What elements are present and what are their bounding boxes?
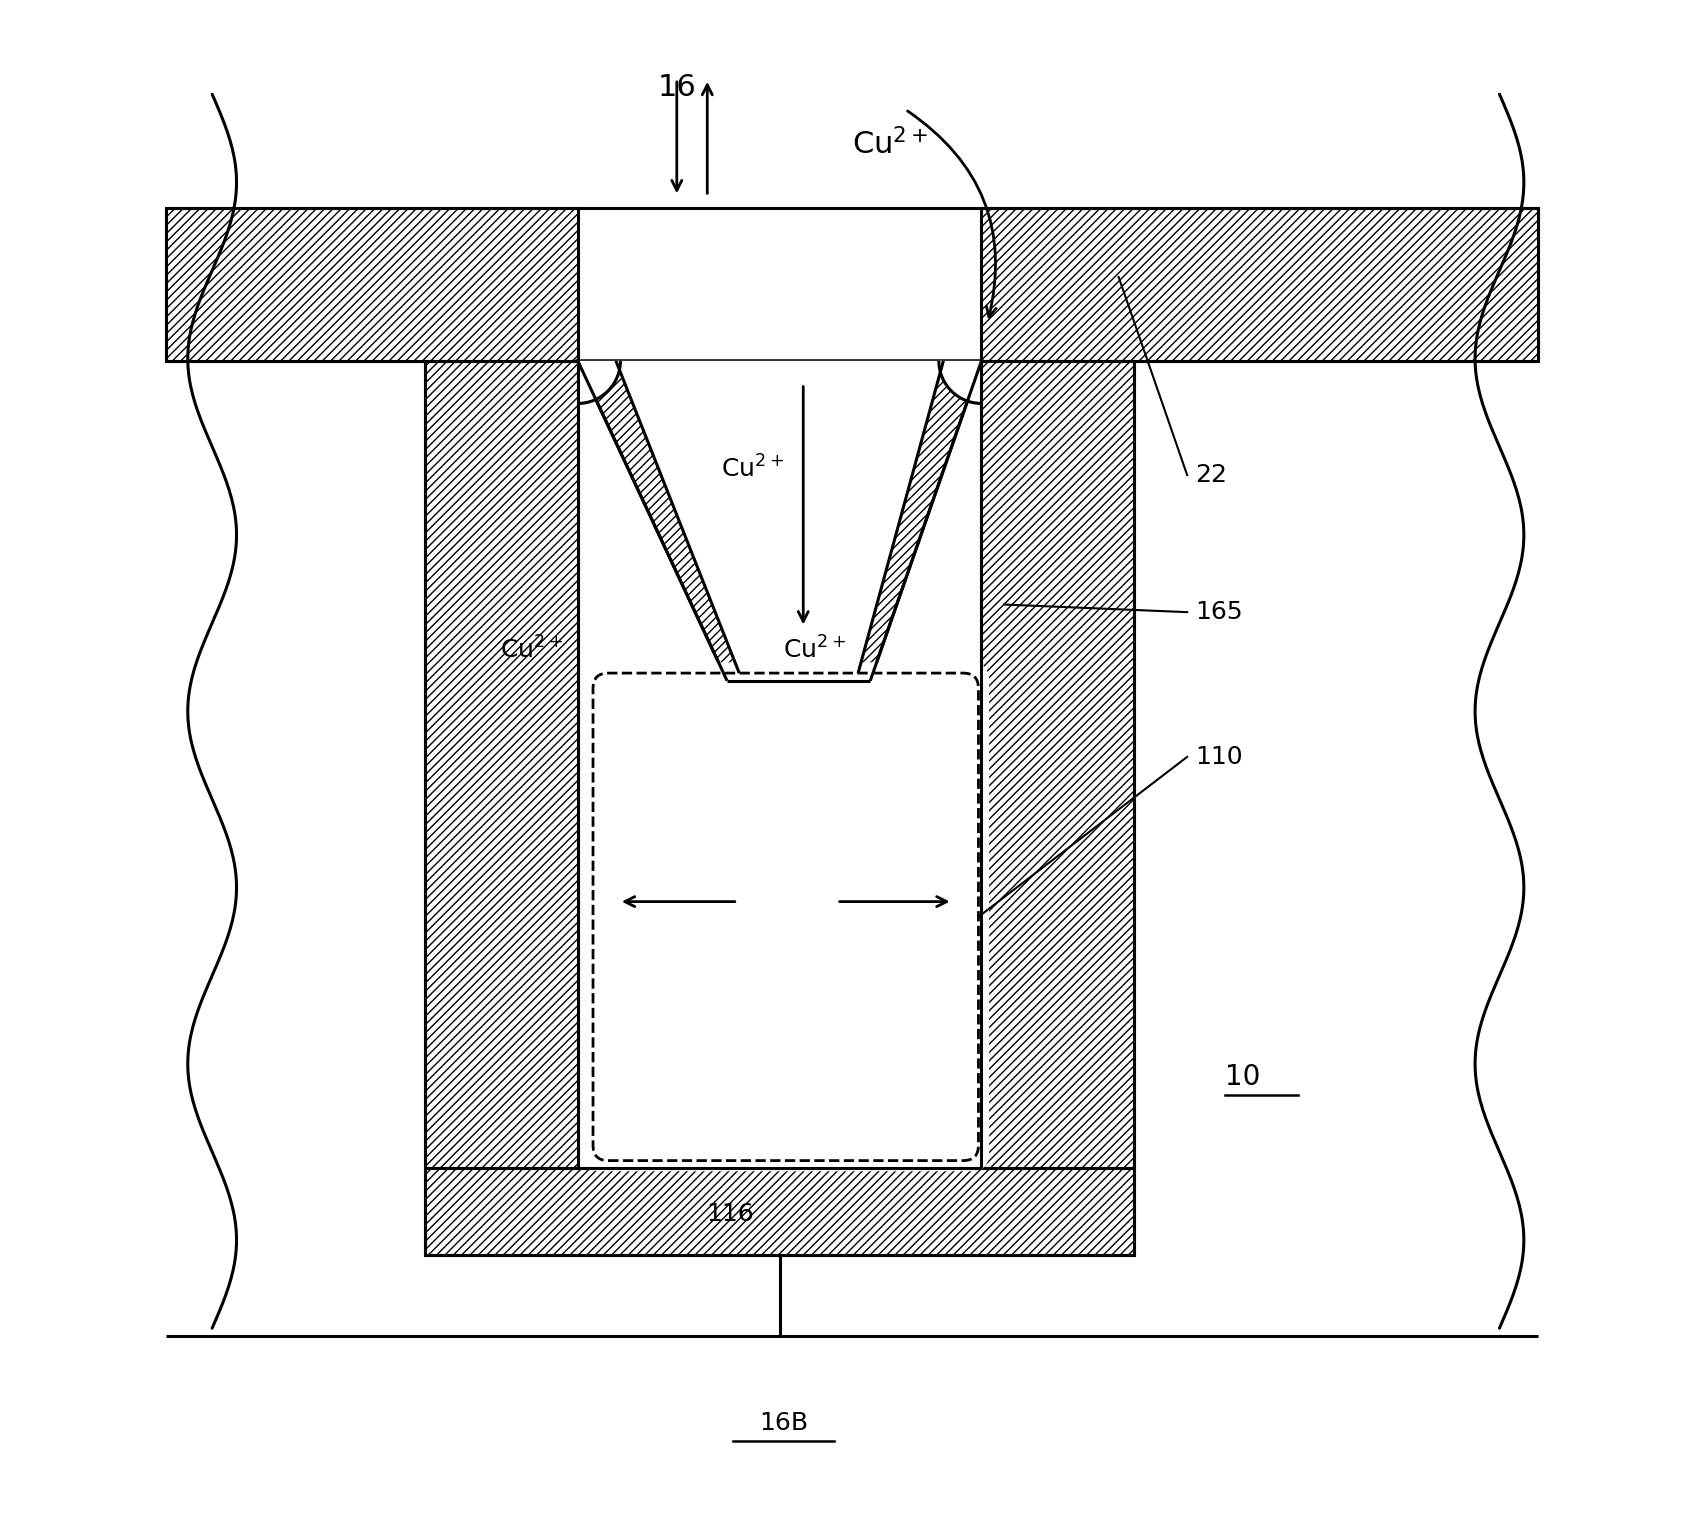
Text: 10: 10 [1225, 1063, 1261, 1090]
Text: 116: 116 [705, 1202, 753, 1226]
Text: Cu$^{2+}$: Cu$^{2+}$ [784, 636, 847, 664]
Text: Cu$^{2+}$: Cu$^{2+}$ [721, 456, 784, 483]
FancyBboxPatch shape [583, 662, 988, 1171]
Polygon shape [426, 1168, 1133, 1255]
Polygon shape [578, 361, 982, 680]
Text: 110: 110 [1195, 745, 1242, 769]
Polygon shape [426, 361, 578, 1168]
Polygon shape [982, 361, 1133, 1168]
Text: Cu$^{2+}$: Cu$^{2+}$ [499, 636, 562, 664]
Polygon shape [167, 208, 578, 361]
Wedge shape [578, 361, 620, 404]
Text: 22: 22 [1195, 463, 1227, 488]
Text: 16B: 16B [758, 1411, 808, 1434]
Text: 165: 165 [1195, 601, 1242, 624]
Wedge shape [939, 361, 982, 404]
Text: 16: 16 [658, 73, 697, 102]
Polygon shape [615, 361, 944, 673]
Text: Cu$^{2+}$: Cu$^{2+}$ [852, 128, 929, 161]
Polygon shape [982, 208, 1537, 361]
